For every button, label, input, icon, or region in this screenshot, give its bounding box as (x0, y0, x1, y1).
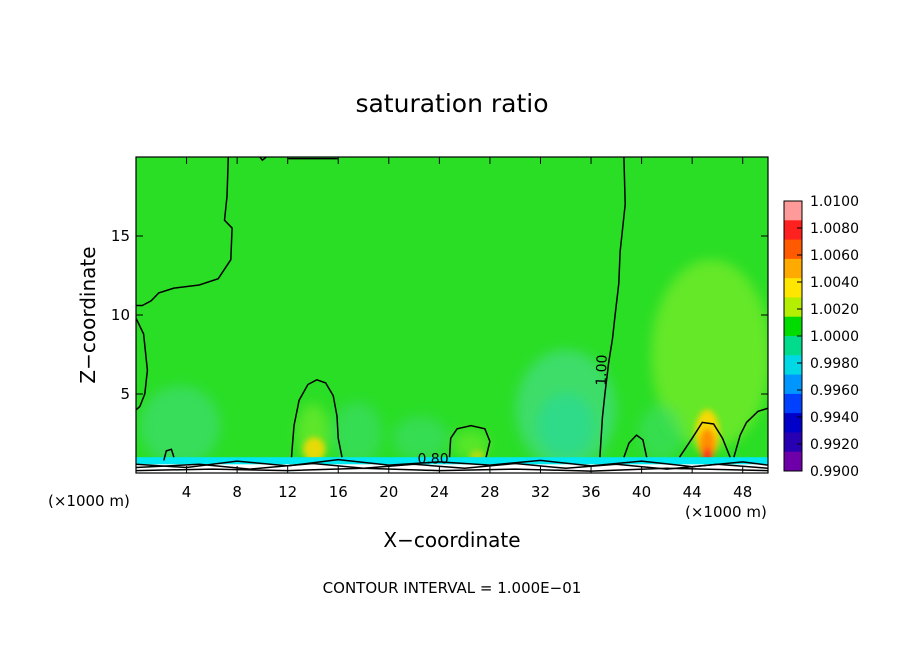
x-tick-label: 32 (531, 483, 550, 501)
x-tick-label: 16 (329, 483, 348, 501)
x-tick-label: 28 (480, 483, 499, 501)
chart-title: saturation ratio (355, 89, 548, 118)
x-tick-label: 36 (581, 483, 600, 501)
contour-label: 0.80 (417, 452, 448, 468)
x-unit-right: (×1000 m) (685, 503, 767, 521)
x-tick-label: 20 (379, 483, 398, 501)
y-axis-label: Z−coordinate (76, 246, 100, 383)
contour-label: 1.00 (594, 354, 611, 386)
contour-cell-2 (448, 424, 491, 458)
colorbar-label: 0.9900 (810, 464, 859, 480)
colorbar-label: 1.0020 (810, 302, 859, 318)
x-tick-label: 48 (733, 483, 752, 501)
colorbar-label: 1.0040 (810, 275, 859, 291)
colorbar-swatch (784, 413, 802, 433)
y-tick-label: 15 (111, 227, 130, 245)
colorbar-swatch (784, 336, 802, 356)
colorbar-swatch (784, 432, 802, 453)
plot-area (136, 157, 768, 473)
colorbar-label: 0.9920 (810, 437, 859, 453)
y-tick-label: 5 (120, 385, 130, 403)
surface-band (136, 464, 768, 473)
contour-top-1 (259, 157, 267, 162)
colorbar-swatch (784, 220, 802, 241)
colorbar-label: 1.0080 (810, 221, 859, 237)
colorbar-label: 0.9980 (810, 356, 859, 372)
y-tick-label: 10 (111, 306, 130, 324)
colorbar-swatch (784, 201, 802, 221)
x-axis-label: X−coordinate (383, 528, 520, 552)
colorbar-label: 0.9940 (810, 410, 859, 426)
colorbar-swatch (784, 393, 802, 414)
contour-cell-3 (623, 434, 648, 458)
x-tick-label: 44 (683, 483, 702, 501)
x-tick-label: 4 (182, 483, 192, 501)
colorbar-swatch (784, 239, 802, 260)
contour-cell-1 (290, 378, 343, 458)
contour-right-divide (599, 157, 626, 458)
contour-interval-note: CONTOUR INTERVAL = 1.000E−01 (323, 579, 582, 597)
colorbar-swatch (784, 258, 802, 279)
x-tick-label: 8 (232, 483, 242, 501)
colorbar-label: 1.0000 (810, 329, 859, 345)
y-axis: 5 10 15 (111, 227, 768, 403)
x-tick-label: 24 (430, 483, 449, 501)
x-unit-left: (×1000 m) (48, 492, 130, 510)
colorbar-swatch (784, 374, 802, 395)
colorbar-swatch (784, 355, 802, 376)
colorbar-swatch (784, 297, 802, 318)
contour-surface-2 (136, 462, 768, 470)
contour-right-edge (733, 407, 768, 458)
colorbar-label: 1.0100 (810, 194, 859, 210)
contour-surface-1 (136, 458, 768, 469)
contour-cell-4 (678, 421, 731, 458)
colorbar-label: 1.0060 (810, 248, 859, 264)
colorbar-swatch (784, 451, 802, 472)
colorbar-swatch (784, 316, 802, 337)
contour-small-1 (163, 448, 175, 461)
colorbar-swatch (784, 278, 802, 298)
contour-label-group: 1.00 0.80 (417, 354, 610, 467)
colorbar-label: 0.9960 (810, 383, 859, 399)
contour-left-edge (136, 317, 149, 411)
contour-upper-left (136, 157, 233, 307)
x-tick-label: 40 (632, 483, 651, 501)
field-shading (140, 259, 768, 470)
x-axis: 4 8 12 16 20 24 28 32 36 40 44 48 (182, 157, 752, 501)
x-tick-label: 12 (278, 483, 297, 501)
colorbar: 1.0100 1.0080 1.0060 1.0040 1.0020 1.0000 0.99… (783, 194, 859, 480)
